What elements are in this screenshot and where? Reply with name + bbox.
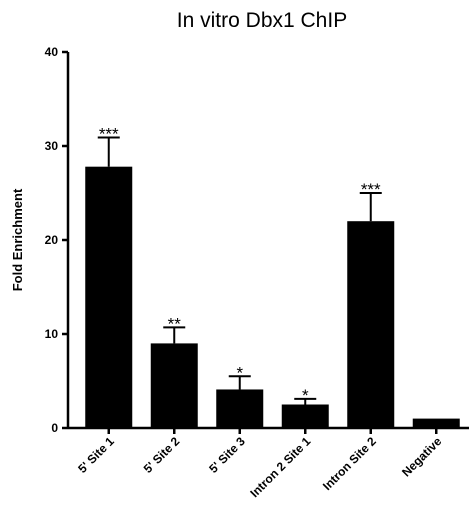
significance-label: *** [99, 125, 119, 144]
significance-label: ** [168, 314, 182, 333]
x-tick-label: Intron 2 Site 1 [247, 434, 313, 500]
x-tick-label: 5' Site 3 [206, 434, 248, 476]
x-tick-label: Intron Site 2 [320, 434, 379, 493]
y-tick-label: 40 [45, 45, 59, 59]
chart-title: In vitro Dbx1 ChIP [177, 9, 347, 32]
significance-label: * [302, 386, 309, 405]
x-tick-label: Negative [399, 434, 445, 480]
bar [216, 389, 264, 428]
bar [85, 166, 133, 428]
y-tick-label: 0 [51, 421, 58, 435]
bar [150, 343, 198, 428]
y-tick-label: 30 [45, 139, 59, 153]
bar [412, 418, 460, 428]
y-axis-label: Fold Enrichment [10, 188, 25, 291]
bar [281, 404, 329, 428]
bars: ********** [85, 125, 460, 428]
x-tick-label: 5' Site 1 [75, 434, 117, 476]
significance-label: * [236, 363, 243, 382]
significance-label: *** [361, 180, 381, 199]
bar [347, 221, 395, 428]
y-axis-ticks: 0 10 20 30 40 [45, 45, 68, 435]
x-axis-ticks: 5' Site 1 5' Site 2 5' Site 3 Intron 2 Site… [75, 428, 445, 500]
x-tick-label: 5' Site 2 [141, 434, 183, 476]
y-tick-label: 20 [45, 233, 59, 247]
y-tick-label: 10 [45, 327, 59, 341]
